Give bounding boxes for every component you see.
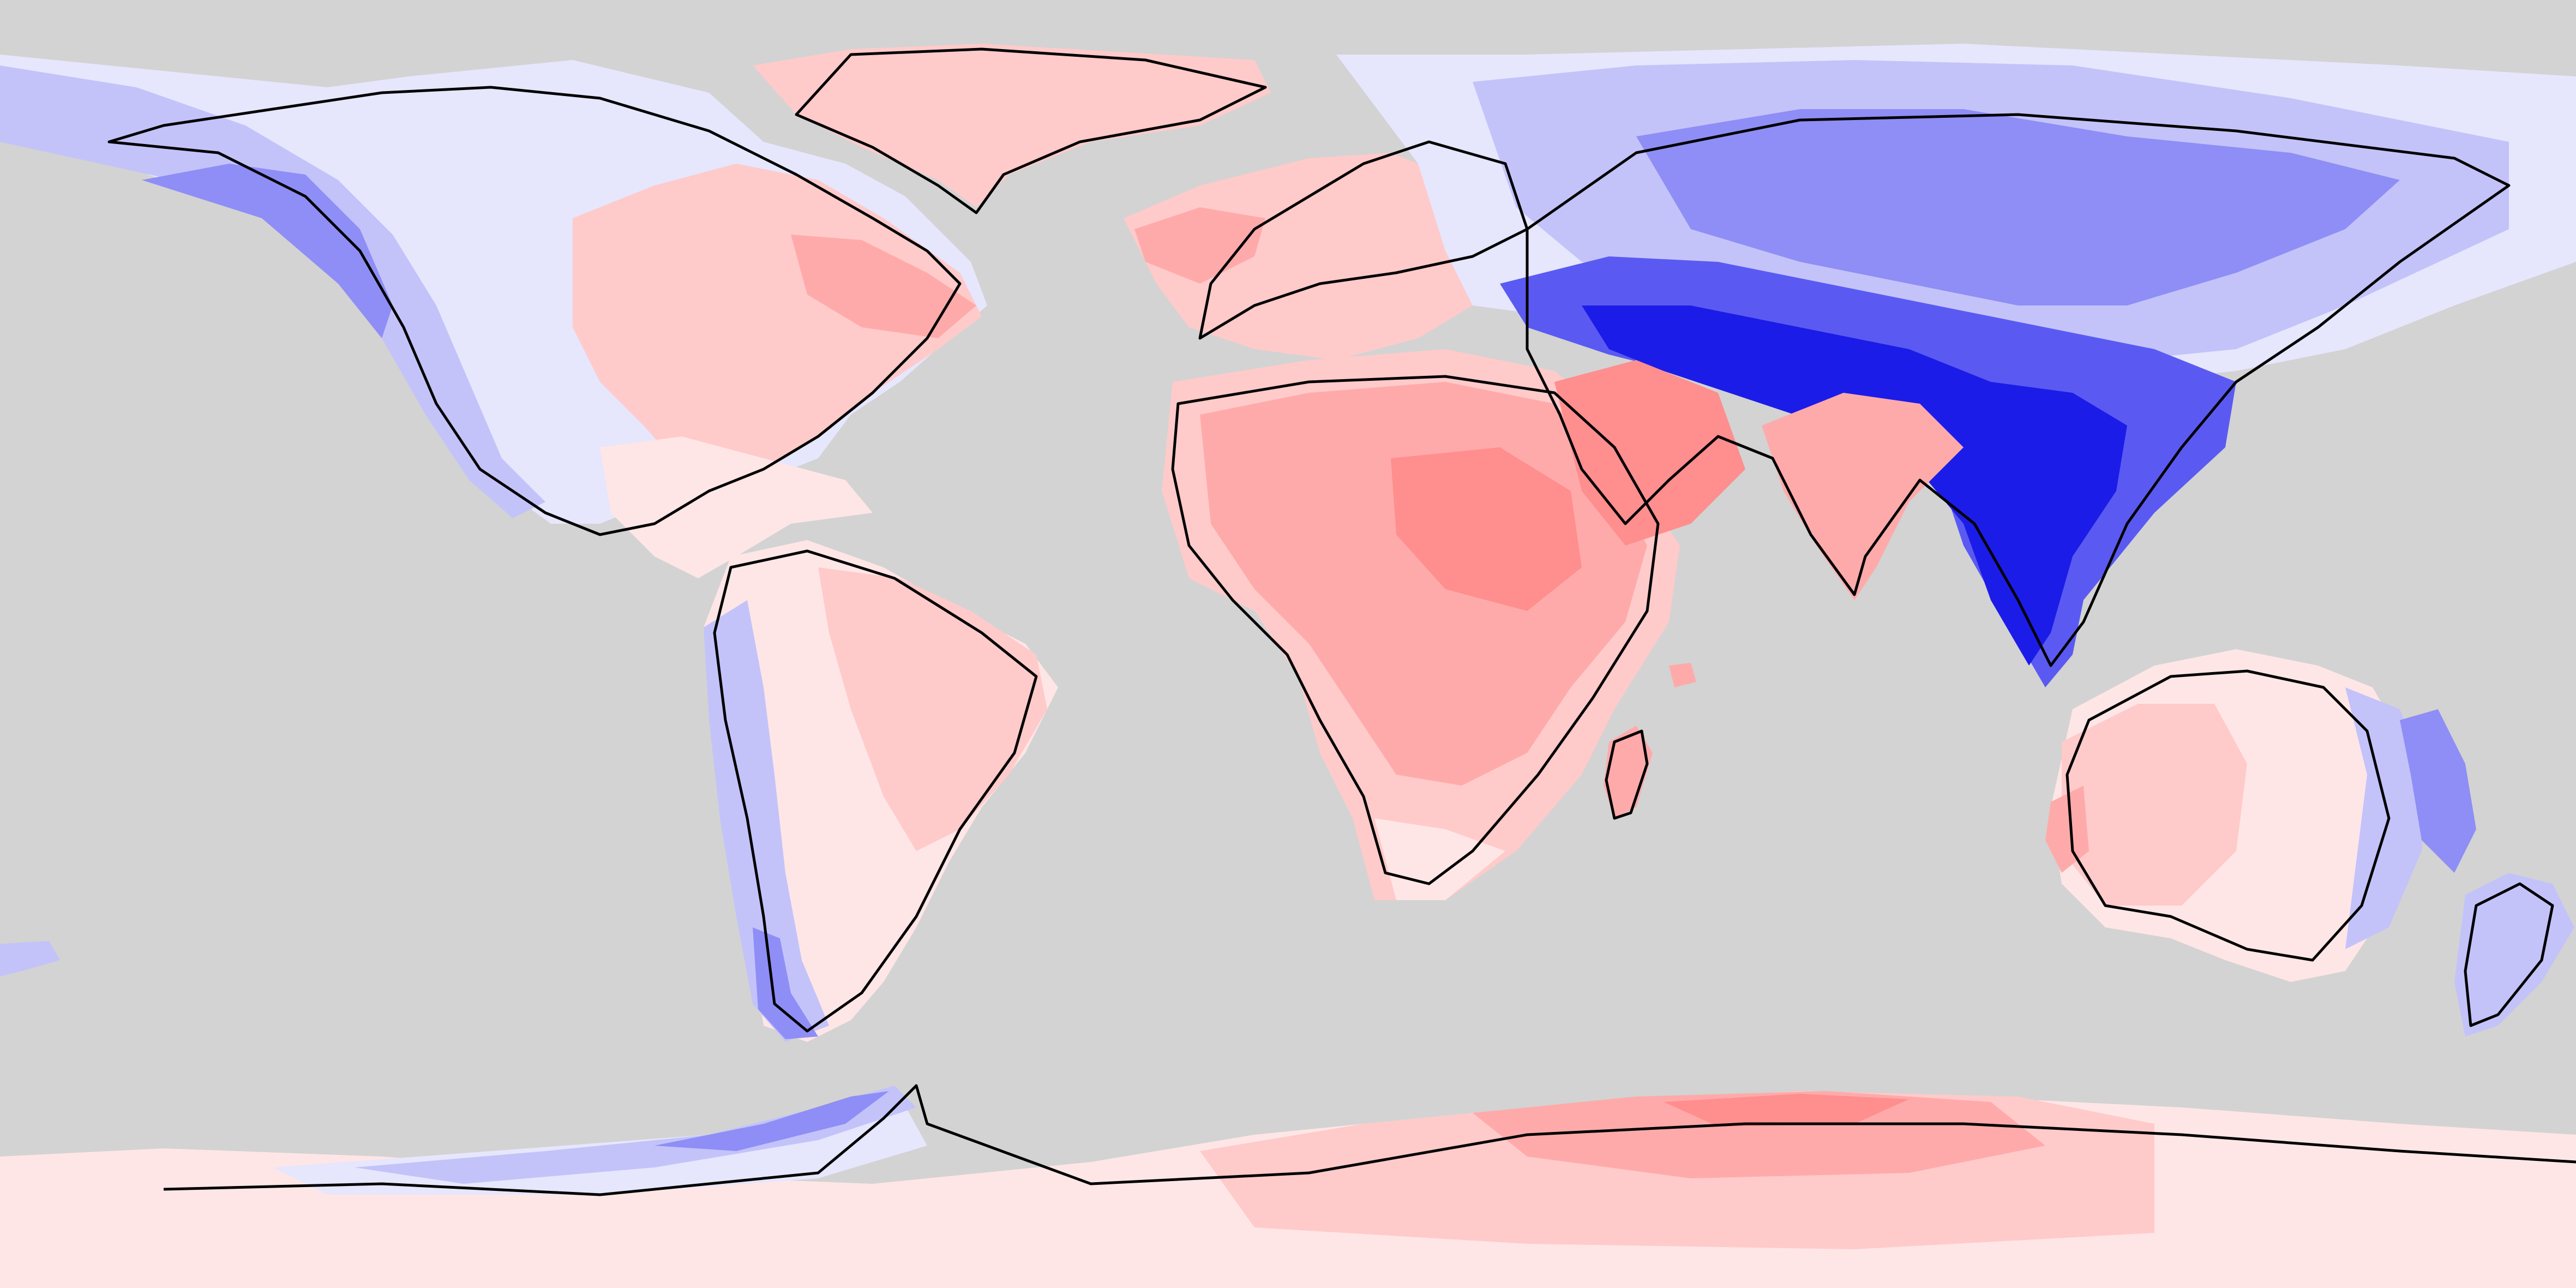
anomaly-fill-positive (1391, 447, 1582, 611)
anomaly-fill-moderate-positive (1604, 726, 1653, 818)
anomaly-fill-moderate-negative (2400, 709, 2476, 873)
region-central-asia (1500, 256, 2236, 687)
region-greenland (753, 44, 1271, 207)
anomaly-fill-weak-negative (0, 65, 545, 518)
region-madagascar (1604, 726, 1653, 818)
coastline (107, 86, 962, 536)
coastline (1526, 113, 2511, 667)
anomaly-fill-positive (1554, 360, 1745, 546)
anomaly-fill-moderate-positive (2045, 786, 2089, 873)
region-central-america (600, 436, 873, 578)
region-new-zealand (2454, 873, 2574, 1037)
anomaly-fill-weak-negative (2454, 873, 2574, 1037)
anomaly-fill-weak-positive (2062, 704, 2247, 906)
region-india (1762, 393, 1963, 600)
anomaly-fill-weak-negative (704, 600, 829, 1042)
region-arabia (1554, 360, 1745, 546)
coastline (2464, 882, 2554, 1027)
region-north-america (0, 55, 987, 524)
region-australia (2045, 649, 2427, 982)
coastline (795, 47, 1267, 214)
coastline (163, 1084, 2576, 1196)
anomaly-fill-moderate-negative (142, 164, 393, 338)
anomaly-fill-positive (1664, 1094, 1909, 1127)
anomaly-fill-strong-negative (1582, 305, 2127, 666)
anomaly-fill-moderate-positive (791, 235, 976, 338)
coastlines (107, 47, 2576, 1196)
region-europe-west (1124, 153, 1484, 360)
coastline (1198, 140, 1529, 340)
anomaly-fill-slight-positive (600, 436, 873, 578)
anomaly-fill-moderate-positive (1762, 393, 1963, 600)
anomaly-fill-weak-negative (355, 1086, 916, 1184)
region-coral-sea (2400, 709, 2476, 873)
coastline (1171, 375, 1660, 885)
region-small-islands (0, 663, 1696, 977)
anomaly-fill-weak-positive (573, 164, 982, 469)
coastline (2065, 669, 2391, 962)
coastline (713, 549, 1038, 1033)
region-antarctic-peninsula (355, 1086, 916, 1184)
coastline (1605, 729, 1649, 820)
anomaly-fill-weak-positive (1124, 153, 1484, 360)
anomaly-fill-moderate-negative (1636, 109, 2400, 305)
anomaly-fill-moderate-positive (1669, 663, 1696, 687)
anomaly-fill-weak-negative (0, 941, 60, 977)
anomaly-fill-moderate-positive (1473, 1091, 2045, 1178)
anomaly-fill-weak-positive (753, 44, 1271, 207)
anomaly-fill-moderate-positive (1134, 207, 1265, 284)
anomaly-fill-moderate-negative (654, 1091, 889, 1151)
